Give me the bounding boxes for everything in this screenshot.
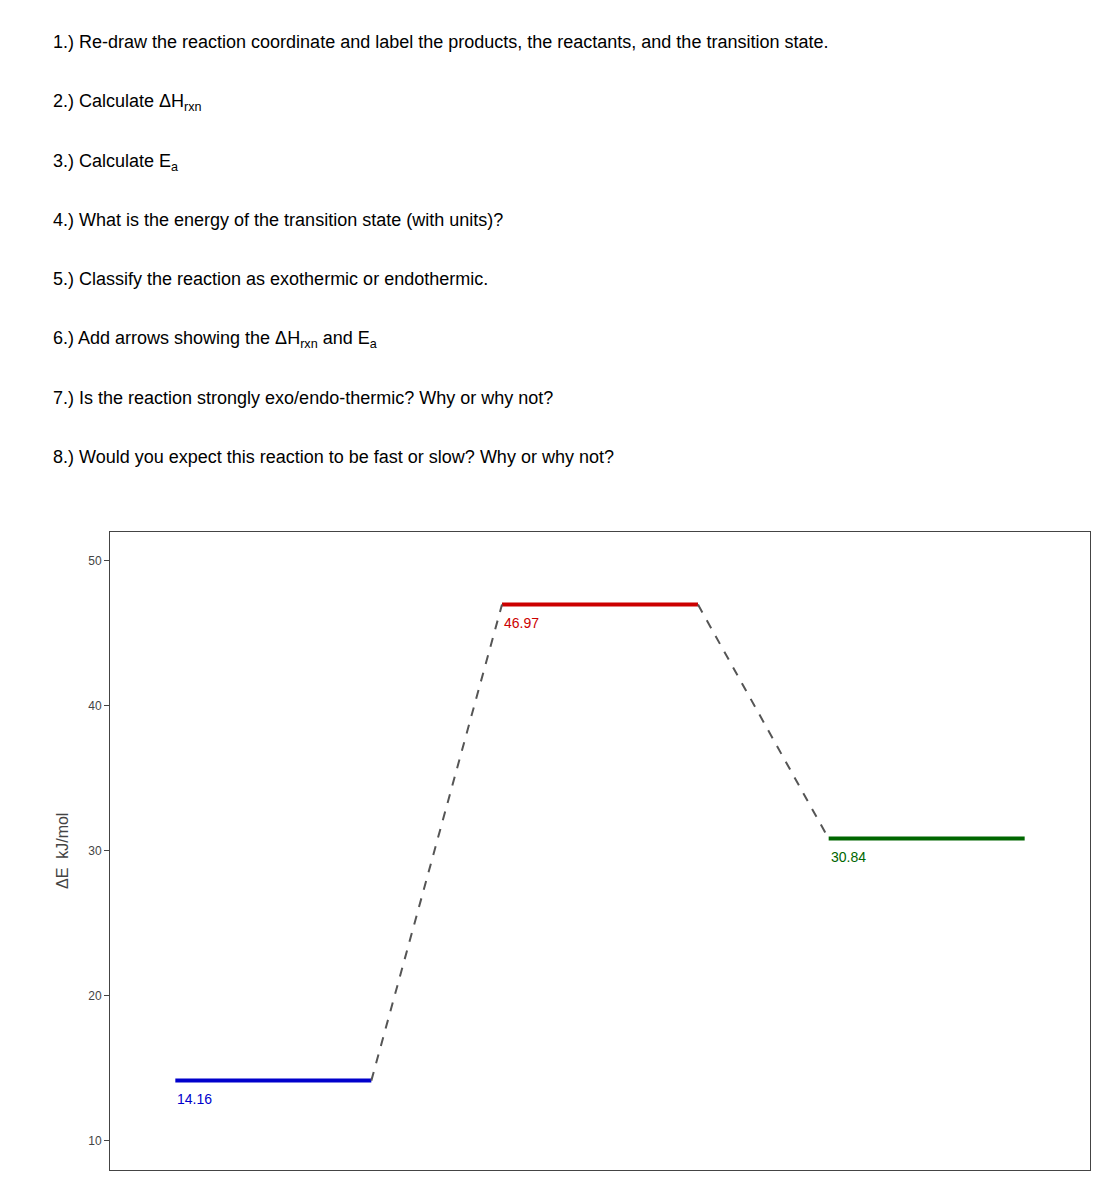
svg-text:14.16: 14.16 — [177, 1091, 212, 1107]
svg-text:4.) What is the energy of the: 4.) What is the energy of the transition… — [53, 210, 503, 230]
svg-text:20: 20 — [88, 989, 102, 1003]
svg-text:30.84: 30.84 — [831, 849, 866, 865]
svg-text:7.) Is the reaction strongly e: 7.) Is the reaction strongly exo/endo-th… — [53, 388, 553, 408]
svg-text:1.) Re-draw the reaction coord: 1.) Re-draw the reaction coordinate and … — [53, 32, 828, 52]
svg-text:40: 40 — [88, 699, 102, 713]
svg-text:30: 30 — [88, 844, 102, 858]
svg-text:50: 50 — [88, 554, 102, 568]
svg-text:2.) Calculate ΔH​rxn​: 2.) Calculate ΔH​rxn​ — [53, 91, 202, 114]
svg-text:3.) Calculate E​a​: 3.) Calculate E​a​ — [53, 151, 178, 174]
svg-text:5.) Classify the reaction as e: 5.) Classify the reaction as exothermic … — [53, 269, 488, 289]
svg-text:6.) Add arrows showing the ΔH​: 6.) Add arrows showing the ΔH​rxn​ and E… — [53, 328, 377, 351]
svg-text:10: 10 — [88, 1134, 102, 1148]
svg-text:46.97: 46.97 — [504, 615, 539, 631]
svg-text:ΔE kJ/mol: ΔE kJ/mol — [54, 813, 71, 889]
svg-text:8.) Would you expect this reac: 8.) Would you expect this reaction to be… — [53, 447, 614, 467]
